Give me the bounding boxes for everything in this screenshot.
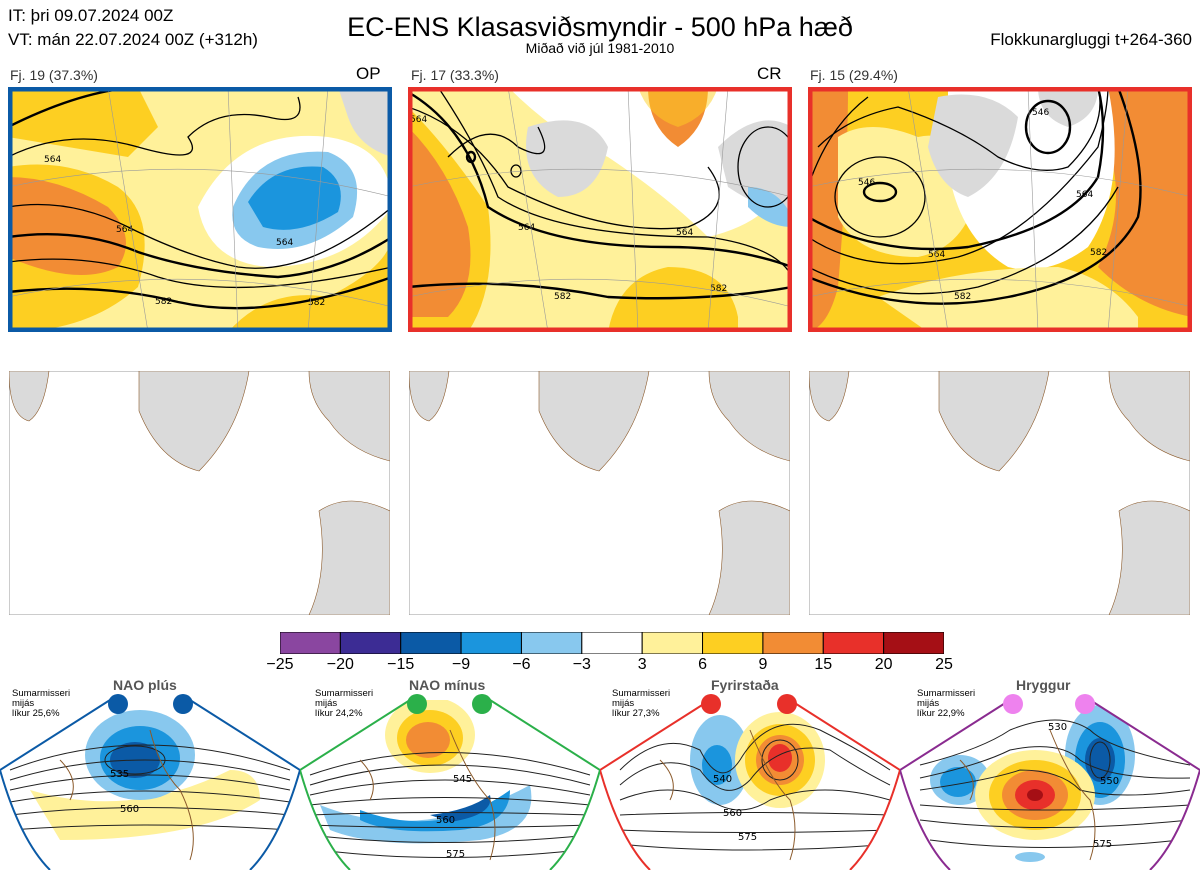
colorbar-tick-label: −15 [387, 656, 415, 673]
regime-4-map: 530 550 575 [900, 694, 1200, 870]
cluster-3-contour-label: 582 [1090, 248, 1107, 258]
cluster-3-contour-label: 564 [1076, 190, 1093, 200]
cluster-1-contour-label: 582 [308, 298, 325, 308]
colorbar-swatch [460, 632, 522, 654]
cluster-1-contour-label: 564 [116, 225, 133, 235]
colorbar-tick-label: 15 [814, 656, 833, 673]
cluster-3-contour-label: 546 [858, 178, 875, 188]
cluster-3-label: Fj. 15 (29.4%) [810, 67, 898, 83]
cluster-2-contour-label: 582 [710, 284, 727, 294]
regime-2-note: Sumarmisseri mijás líkur 24,2% [315, 688, 374, 719]
regime-1-contour-label: 560 [120, 804, 139, 815]
colorbar [280, 632, 944, 654]
cluster-1-label: Fj. 19 (37.3%) [10, 67, 98, 83]
regime-3-map: 540 560 575 [600, 694, 900, 870]
regime-2-contour-label: 575 [446, 849, 465, 860]
regime-3-dot [777, 694, 797, 714]
cluster-1-contour-label: 582 [155, 297, 172, 307]
cluster-3-frame [808, 87, 1192, 332]
regime-3-contour-label: 540 [713, 774, 732, 785]
regime-4-contour-label: 530 [1048, 722, 1067, 733]
regime-1-dot [173, 694, 193, 714]
regime-3-dot [701, 694, 721, 714]
cluster-2-contour-label: 564 [518, 223, 535, 233]
cluster-2-label: Fj. 17 (33.3%) [411, 67, 499, 83]
colorbar-swatch [762, 632, 824, 654]
cluster-2-contour-label: 564 [676, 228, 693, 238]
regime-4-note: Sumarmisseri mijás líkur 22,9% [917, 688, 976, 719]
cluster-3-contour-label: 546 [1032, 108, 1049, 118]
colorbar-tick-label: 25 [935, 656, 953, 673]
cluster-1-frame [8, 87, 392, 332]
regime-4-frame [900, 699, 1200, 870]
regime-1-contour-label: 535 [110, 769, 129, 780]
regime-1-dot [108, 694, 128, 714]
cluster-2-map: 564 564 582 582 564 [408, 87, 792, 332]
regime-1-frame [0, 699, 300, 870]
cluster-2-frame [408, 87, 792, 332]
regime-4-dot [1075, 694, 1095, 714]
regime-2-contour-label: 545 [453, 774, 472, 785]
colorbar-tick-label: −3 [572, 656, 591, 673]
regime-3-title: Fyrirstaða [711, 677, 779, 693]
colorbar-tick-label: 3 [637, 656, 647, 673]
regime-2-frame [300, 699, 600, 870]
colorbar-swatch [280, 632, 341, 654]
colorbar-tick-label: −9 [451, 656, 471, 673]
cluster-1-contour-label: 564 [276, 238, 293, 248]
regime-2-title: NAO mínus [409, 677, 486, 693]
colorbar-tick-label: −25 [266, 656, 294, 673]
regime-2-contour-label: 560 [436, 815, 455, 826]
colorbar-swatch [822, 632, 885, 654]
colorbar-tick-label: −6 [512, 656, 531, 673]
empty-map-2 [409, 371, 790, 615]
colorbar-swatch [883, 632, 944, 654]
colorbar-tick-label: 20 [874, 656, 893, 673]
colorbar-tick-label: −20 [326, 656, 354, 673]
cluster-3-contour-label: 564 [928, 250, 945, 260]
colorbar-tick-label: 9 [758, 656, 768, 673]
regime-4-contour-label: 550 [1100, 776, 1119, 787]
cluster-2-tag: CR [757, 64, 782, 83]
regime-3-frame [600, 699, 900, 870]
empty-map-1 [9, 371, 390, 615]
cluster-1-contour-label: 564 [44, 155, 61, 165]
colorbar-swatch [581, 632, 643, 654]
issue-time: IT: þri 09.07.2024 00Z [8, 6, 174, 25]
cluster-2-contour-label: 582 [554, 292, 571, 302]
cluster-1-tag: OP [356, 64, 381, 83]
regime-3-contour-label: 575 [738, 832, 757, 843]
colorbar-swatch [520, 632, 583, 654]
classification-window: Flokkunargluggi t+264-360 [990, 30, 1192, 49]
empty-map-3 [809, 371, 1190, 615]
colorbar-tick-label: 6 [698, 656, 707, 673]
colorbar-swatch [641, 632, 704, 654]
regime-3-note: Sumarmisseri mijás líkur 27,3% [612, 688, 671, 719]
colorbar-swatch [400, 632, 462, 654]
colorbar-swatch [339, 632, 402, 654]
regime-2-dot [472, 694, 492, 714]
regime-4-dot [1003, 694, 1023, 714]
cluster-3-contour-label: 582 [954, 292, 971, 302]
cluster-1-map: 564 564 582 582 564 [8, 87, 392, 332]
page-title: EC-ENS Klasasviðsmyndir - 500 hPa hæð [347, 12, 853, 42]
page-subtitle: Miðað við júl 1981-2010 [525, 40, 675, 56]
regime-2-map: 545 560 575 [300, 694, 600, 870]
regime-1-map: 535 560 [0, 694, 300, 870]
regime-2-dot [407, 694, 427, 714]
regime-3-contour-label: 560 [723, 808, 742, 819]
regime-1-title: NAO plús [113, 677, 177, 693]
cluster-3-map: 546 546 564 582 564 582 [808, 87, 1192, 332]
regime-4-title: Hryggur [1016, 677, 1071, 693]
colorbar-swatch [702, 632, 764, 654]
regime-4-contour-label: 575 [1093, 839, 1112, 850]
valid-time: VT: mán 22.07.2024 00Z (+312h) [8, 30, 258, 49]
cluster-2-contour-label: 564 [410, 115, 427, 125]
regime-1-note: Sumarmisseri mijás líkur 25,6% [12, 688, 71, 719]
